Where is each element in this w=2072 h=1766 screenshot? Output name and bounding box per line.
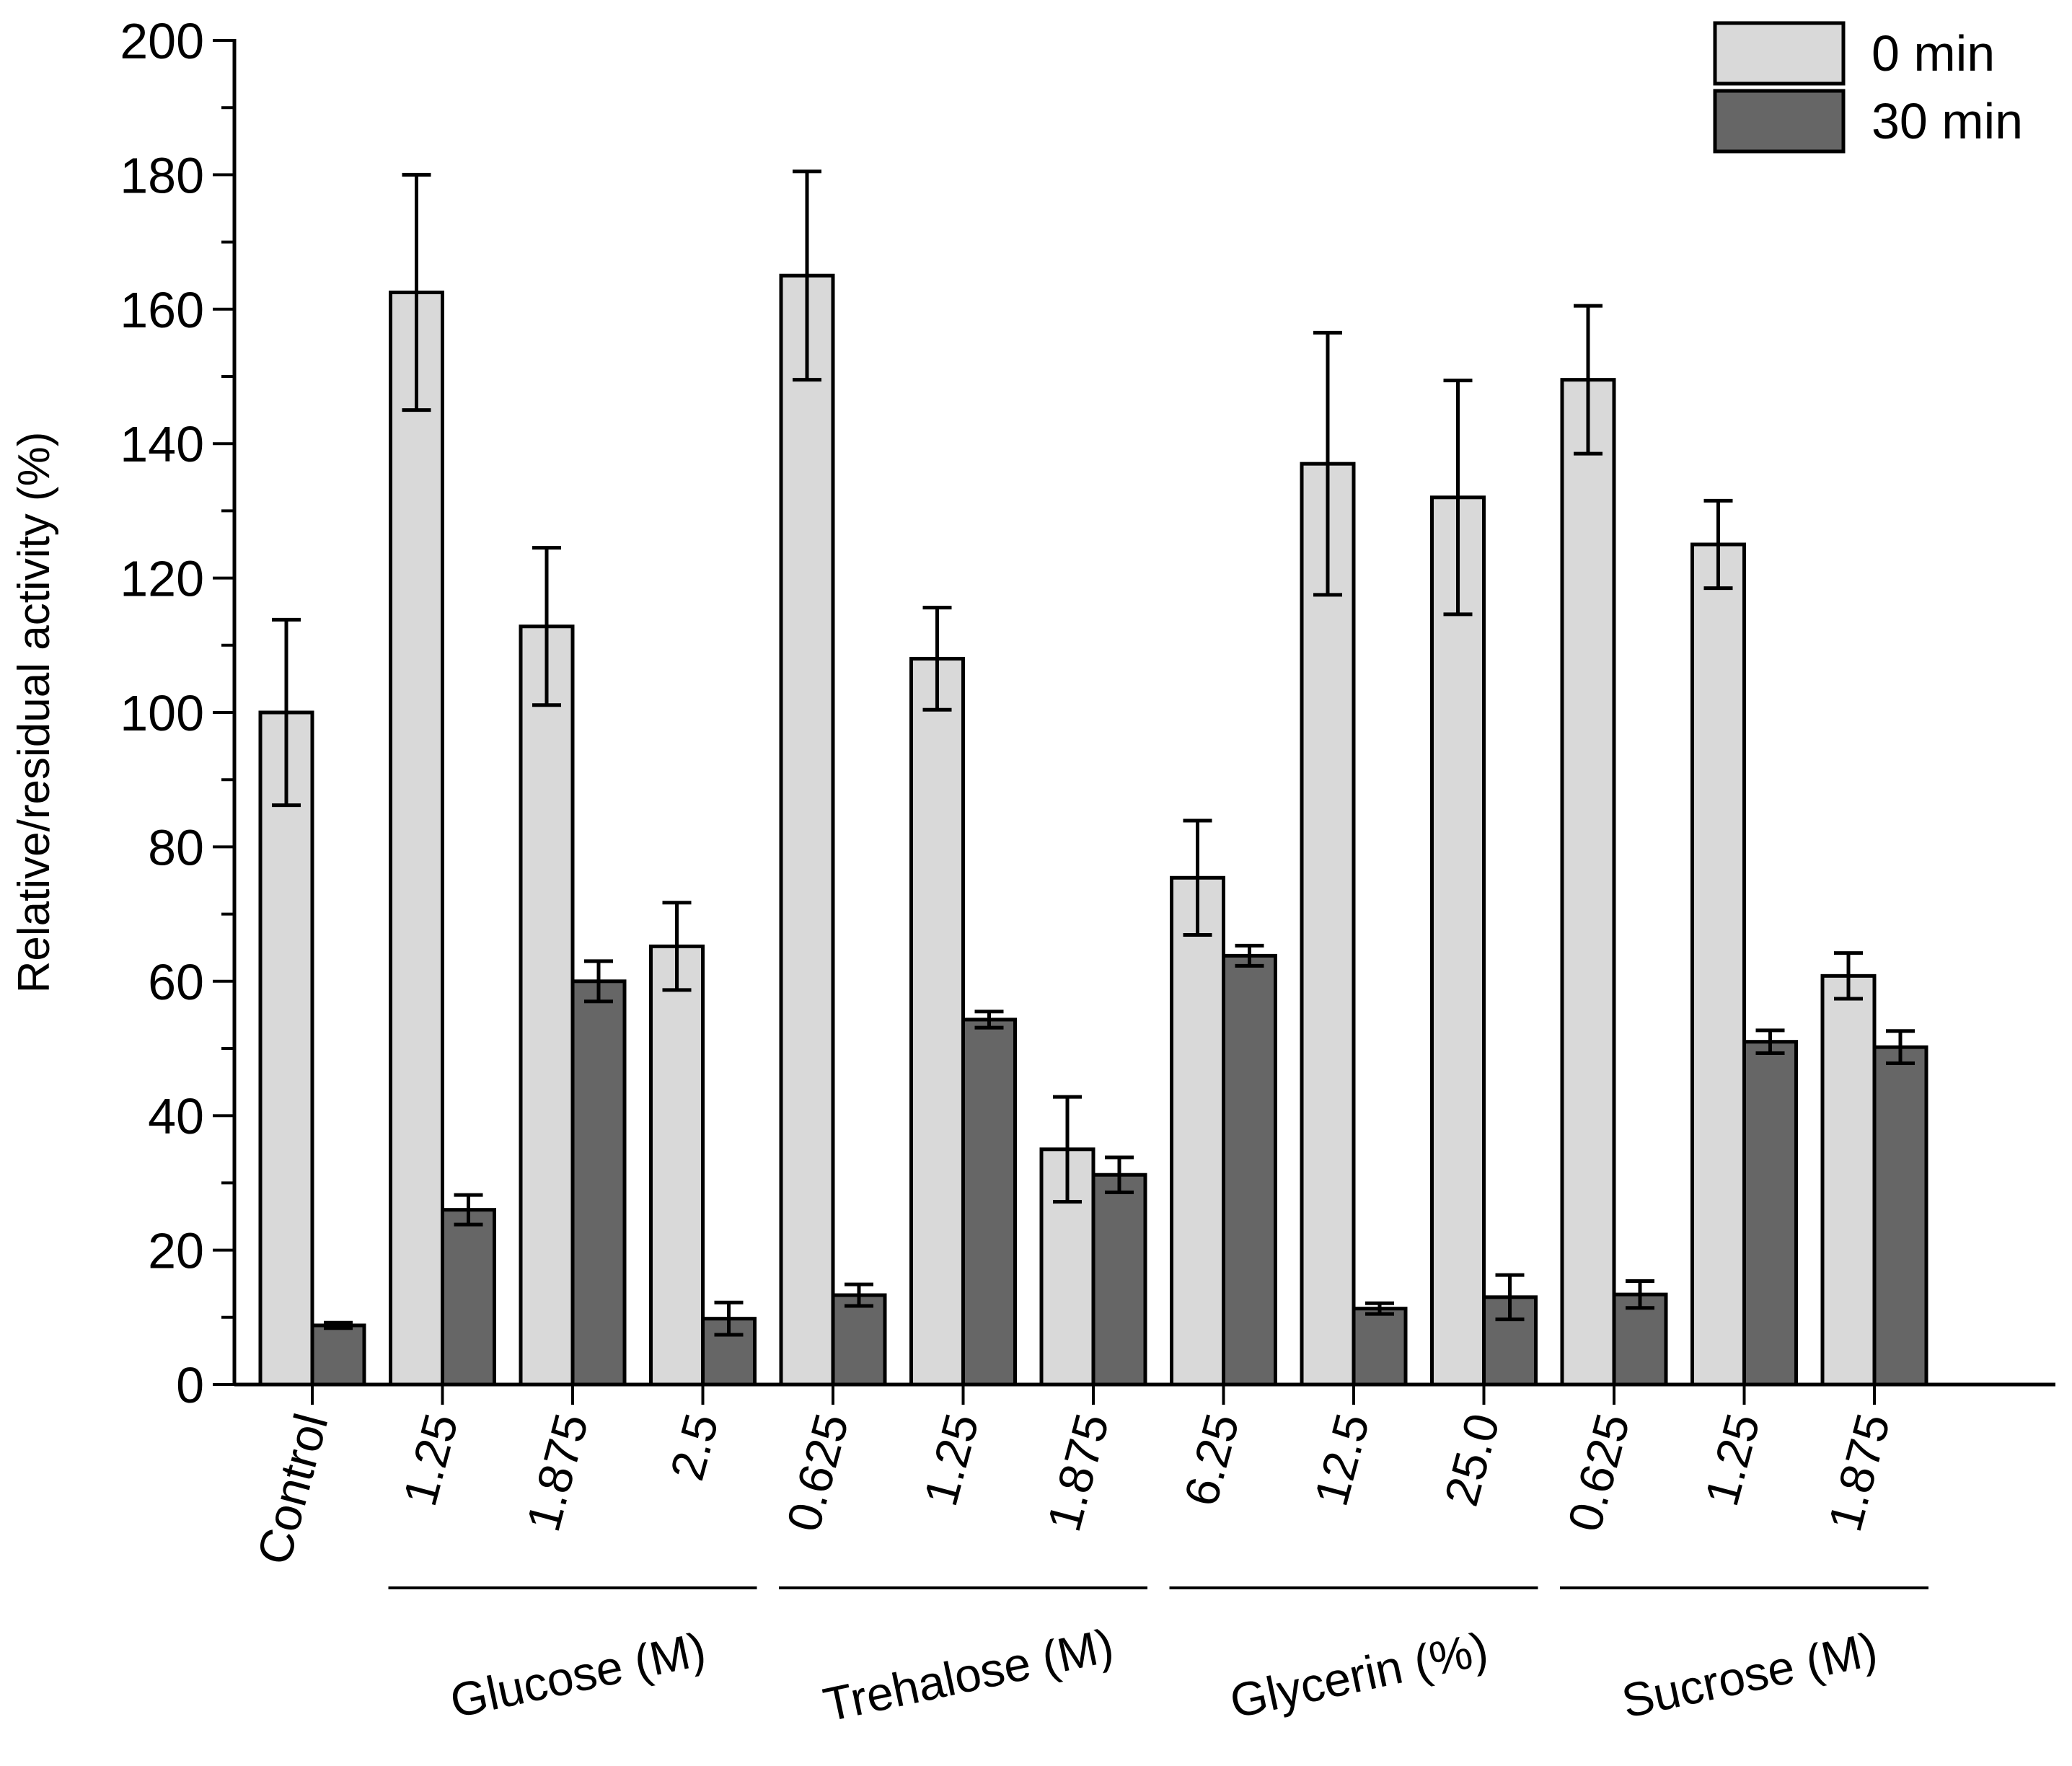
y-tick-label: 180 — [120, 147, 204, 203]
bar-30min-0 — [310, 1323, 366, 1387]
error-bar-0min-11 — [1703, 498, 1733, 591]
bar-0min-3 — [649, 944, 705, 1387]
x-category-label: Control — [247, 1408, 338, 1570]
bar-30min-5 — [961, 1017, 1017, 1387]
error-bar-0min-12 — [1834, 951, 1863, 1001]
error-bar-30min-2 — [584, 959, 613, 1004]
y-tick-label: 160 — [120, 282, 204, 338]
group-label: Trehalose (M) — [819, 1618, 1118, 1731]
bar-30min-8 — [1352, 1307, 1408, 1387]
bar-30min-6 — [1091, 1173, 1147, 1387]
x-category-label: 0.625 — [1557, 1408, 1639, 1537]
y-tick-label: 200 — [120, 13, 204, 69]
error-bar-30min-11 — [1755, 1028, 1785, 1056]
y-tick-label: 0 — [176, 1357, 204, 1413]
error-bar-30min-4 — [845, 1282, 873, 1308]
error-bar-0min-6 — [1053, 1095, 1082, 1204]
error-bar-30min-3 — [714, 1300, 744, 1337]
x-category-label: 6.25 — [1173, 1408, 1249, 1511]
y-tick-label: 80 — [148, 819, 204, 875]
error-bar-30min-8 — [1365, 1301, 1394, 1316]
bar-0min-11 — [1690, 542, 1746, 1387]
x-category-label: 1.25 — [913, 1408, 989, 1511]
bar-30min-2 — [570, 979, 627, 1387]
error-bar-0min-3 — [662, 901, 692, 992]
error-bar-0min-0 — [272, 617, 301, 808]
error-bar-30min-12 — [1886, 1029, 1915, 1066]
y-tick-label: 20 — [148, 1223, 204, 1279]
error-bar-0min-2 — [532, 546, 561, 707]
y-axis-title: Relative/residual activity (%) — [9, 432, 59, 994]
bar-30min-7 — [1222, 953, 1277, 1387]
bar-30min-1 — [441, 1208, 496, 1387]
bar-30min-12 — [1872, 1045, 1928, 1387]
plot-area — [258, 169, 1928, 1387]
bar-30min-4 — [831, 1293, 887, 1387]
group-label: Glycerin (%) — [1225, 1622, 1492, 1729]
group-label: Glucose (M) — [446, 1622, 710, 1728]
bar-0min-1 — [389, 291, 444, 1387]
error-bar-0min-10 — [1574, 304, 1603, 456]
error-bar-30min-7 — [1235, 943, 1264, 968]
error-bar-0min-8 — [1313, 330, 1342, 597]
error-bar-0min-7 — [1183, 818, 1212, 937]
error-bar-0min-5 — [922, 606, 952, 712]
bar-0min-8 — [1300, 462, 1356, 1387]
y-tick-label: 100 — [120, 685, 204, 741]
error-bar-0min-1 — [402, 172, 431, 412]
bar-0min-4 — [779, 273, 835, 1387]
x-axis: Control 1.25 1.875 2.5 0.625 1.25 1.875 6.25 12.… — [234, 1382, 2055, 1731]
legend-swatch-30min — [1713, 89, 1846, 154]
bar-0min-2 — [519, 624, 575, 1387]
y-tick-label: 40 — [148, 1088, 204, 1144]
group-label: Sucrose (M) — [1617, 1622, 1882, 1728]
error-bar-30min-1 — [454, 1193, 483, 1227]
error-bar-30min-10 — [1626, 1279, 1654, 1310]
error-bar-30min-5 — [974, 1010, 1004, 1030]
x-category-label: 1.875 — [1817, 1408, 1900, 1537]
error-bar-0min-4 — [793, 169, 821, 382]
x-category-label: 2.5 — [660, 1408, 728, 1485]
legend-label-30min: 30 min — [1872, 93, 2023, 149]
x-category-label: 1.875 — [1036, 1408, 1119, 1537]
error-bar-30min-9 — [1495, 1273, 1525, 1322]
error-bar-0min-9 — [1443, 379, 1473, 617]
x-category-label: 1.25 — [1694, 1408, 1770, 1511]
bar-0min-5 — [909, 656, 965, 1387]
y-tick-label: 120 — [120, 551, 204, 607]
y-axis: 0 20 40 60 80 100 120 140 160 180 200 Relative/resi… — [9, 13, 237, 1413]
bar-0min-10 — [1560, 378, 1616, 1387]
bar-0min-0 — [258, 710, 314, 1387]
bar-30min-11 — [1742, 1040, 1798, 1387]
legend: 0 min 30 min — [1713, 21, 2023, 154]
x-category-label: 12.5 — [1304, 1408, 1380, 1511]
error-bar-30min-0 — [324, 1320, 353, 1330]
bar-0min-7 — [1170, 875, 1225, 1387]
x-category-label: 1.875 — [516, 1408, 598, 1537]
y-tick-label: 60 — [148, 954, 204, 1010]
bar-0min-12 — [1820, 973, 1877, 1387]
legend-swatch-0min — [1713, 21, 1846, 86]
legend-label-0min: 0 min — [1872, 25, 1995, 81]
x-category-label: 25.0 — [1434, 1408, 1509, 1511]
x-category-label: 1.25 — [392, 1408, 468, 1511]
x-category-label: 0.625 — [776, 1408, 858, 1537]
y-tick-label: 140 — [120, 416, 204, 472]
bar-0min-9 — [1430, 495, 1486, 1387]
error-bar-30min-6 — [1105, 1155, 1134, 1194]
